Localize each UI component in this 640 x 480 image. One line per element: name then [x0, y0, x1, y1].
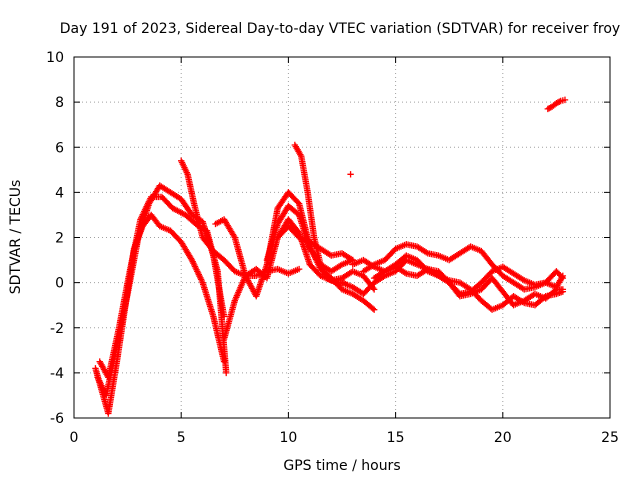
axis-ticks: 0 5 10 15 20 25 -6 -4 -2 0 2 4 6 8 10	[46, 50, 619, 446]
data-point	[295, 265, 303, 273]
data-point	[370, 286, 378, 293]
data-point	[559, 272, 567, 280]
y-tick-label: 0	[55, 276, 64, 292]
y-tick-label: -2	[50, 321, 64, 337]
chart-title: Day 191 of 2023, Sidereal Day-to-day VTE…	[60, 21, 620, 37]
data-point	[369, 305, 377, 312]
data-point	[551, 287, 559, 294]
y-tick-label: -4	[50, 366, 64, 382]
x-tick-label: 15	[387, 430, 405, 446]
x-axis-label: GPS time / hours	[283, 458, 400, 474]
y-tick-label: 2	[55, 231, 64, 247]
data-point	[556, 98, 563, 105]
y-tick-label: 10	[46, 50, 64, 66]
data-point	[223, 369, 230, 377]
x-tick-label: 25	[601, 430, 619, 446]
grid-lines	[74, 57, 610, 418]
y-tick-label: 8	[55, 95, 64, 111]
x-tick-label: 10	[279, 430, 297, 446]
y-axis-label: SDTVAR / TECUs	[8, 180, 24, 295]
y-tick-label: 4	[55, 185, 64, 201]
data-point	[559, 286, 567, 293]
x-tick-label: 5	[177, 430, 186, 446]
data-point	[561, 96, 569, 104]
data-points	[92, 96, 569, 417]
y-tick-label: -6	[50, 411, 64, 427]
x-tick-label: 0	[70, 430, 79, 446]
data-point	[347, 171, 354, 178]
x-tick-label: 20	[494, 430, 512, 446]
data-point	[370, 306, 378, 313]
y-tick-label: 6	[55, 140, 64, 156]
